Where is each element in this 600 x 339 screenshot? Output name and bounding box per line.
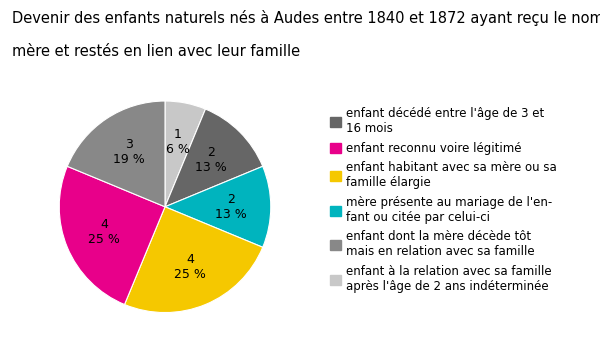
Text: 3
19 %: 3 19 % bbox=[113, 138, 145, 166]
Wedge shape bbox=[165, 166, 271, 247]
Text: mère et restés en lien avec leur famille: mère et restés en lien avec leur famille bbox=[12, 44, 300, 59]
Wedge shape bbox=[67, 101, 165, 207]
Text: 2
13 %: 2 13 % bbox=[196, 146, 227, 175]
Legend: enfant décédé entre l'âge de 3 et
16 mois, enfant reconnu voire légitimé, enfant: enfant décédé entre l'âge de 3 et 16 moi… bbox=[330, 107, 557, 293]
Text: Devenir des enfants naturels nés à Audes entre 1840 et 1872 ayant reçu le nom de: Devenir des enfants naturels nés à Audes… bbox=[12, 10, 600, 26]
Text: 4
25 %: 4 25 % bbox=[174, 253, 206, 281]
Wedge shape bbox=[59, 166, 165, 304]
Text: 4
25 %: 4 25 % bbox=[88, 218, 121, 246]
Text: 2
13 %: 2 13 % bbox=[215, 193, 247, 221]
Wedge shape bbox=[165, 109, 263, 207]
Wedge shape bbox=[165, 101, 205, 207]
Text: 1
6 %: 1 6 % bbox=[166, 128, 190, 157]
Wedge shape bbox=[125, 207, 263, 313]
